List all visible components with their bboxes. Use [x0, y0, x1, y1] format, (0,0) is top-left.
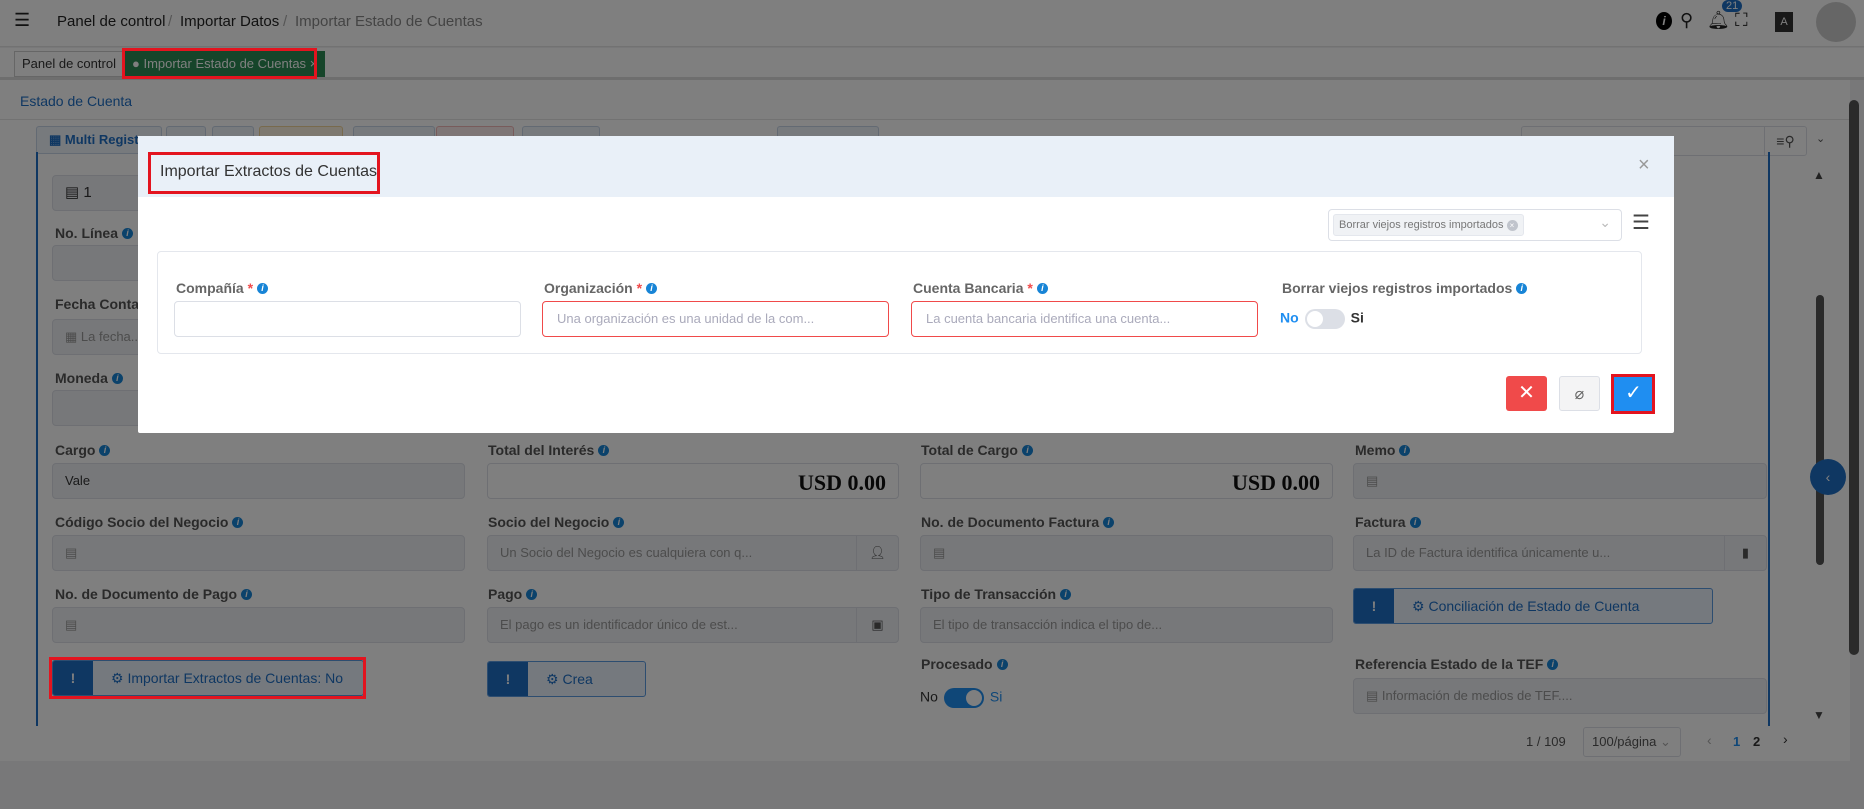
info-icon: i: [1516, 283, 1528, 294]
compania-label: Compañía * i: [176, 280, 269, 296]
tag-remove-icon[interactable]: ×: [1506, 220, 1518, 231]
borrar-toggle[interactable]: [1304, 309, 1345, 329]
switch-off-label: No: [1280, 309, 1299, 326]
required-mark: *: [247, 280, 254, 296]
highlight-confirm-button: [1611, 374, 1655, 414]
borrar-switch-group: No Si: [1280, 309, 1364, 329]
required-mark: *: [1027, 280, 1033, 296]
cuenta-bancaria-label: Cuenta Bancaria * i: [913, 280, 1048, 296]
modal-fields-card: [157, 251, 1642, 354]
highlight-modal-title: [148, 152, 380, 194]
close-icon[interactable]: ×: [1638, 154, 1650, 176]
label-text: Compañía: [176, 280, 244, 296]
confirm-button[interactable]: ✓: [1613, 376, 1654, 411]
label-text: Cuenta Bancaria: [913, 280, 1024, 296]
info-icon: i: [1036, 283, 1048, 294]
borrar-label: Borrar viejos registros importados i: [1282, 280, 1528, 296]
highlight-active-tab: [122, 48, 317, 79]
label-text: Borrar viejos registros importados: [1282, 280, 1513, 296]
cancel-button[interactable]: ✕: [1506, 376, 1547, 411]
modal-header: [138, 136, 1674, 197]
organizacion-input[interactable]: Una organización es una unidad de la com…: [542, 301, 889, 337]
info-icon: i: [257, 283, 269, 294]
cuenta-bancaria-input[interactable]: La cuenta bancaria identifica una cuenta…: [911, 301, 1258, 337]
switch-on-label: Si: [1350, 309, 1364, 326]
field-filter-select[interactable]: Borrar viejos registros importados × ⌄: [1328, 209, 1622, 241]
info-icon: i: [646, 283, 658, 294]
highlight-importar-button: [49, 657, 366, 699]
chevron-down-icon: ⌄: [1599, 214, 1611, 230]
organizacion-label: Organización * i: [544, 280, 658, 296]
modal-title: Importar Extractos de Cuentas: [160, 163, 377, 180]
required-mark: *: [636, 280, 643, 296]
compania-input[interactable]: [174, 301, 521, 337]
filter-tag-label: Borrar viejos registros importados: [1339, 219, 1504, 231]
label-text: Organización: [544, 280, 633, 296]
list-icon[interactable]: ☰: [1632, 212, 1650, 234]
filter-tag: Borrar viejos registros importados ×: [1333, 214, 1524, 236]
clear-fields-button[interactable]: ⌀: [1559, 376, 1600, 411]
import-modal: Importar Extractos de Cuentas × Borrar v…: [138, 136, 1674, 433]
